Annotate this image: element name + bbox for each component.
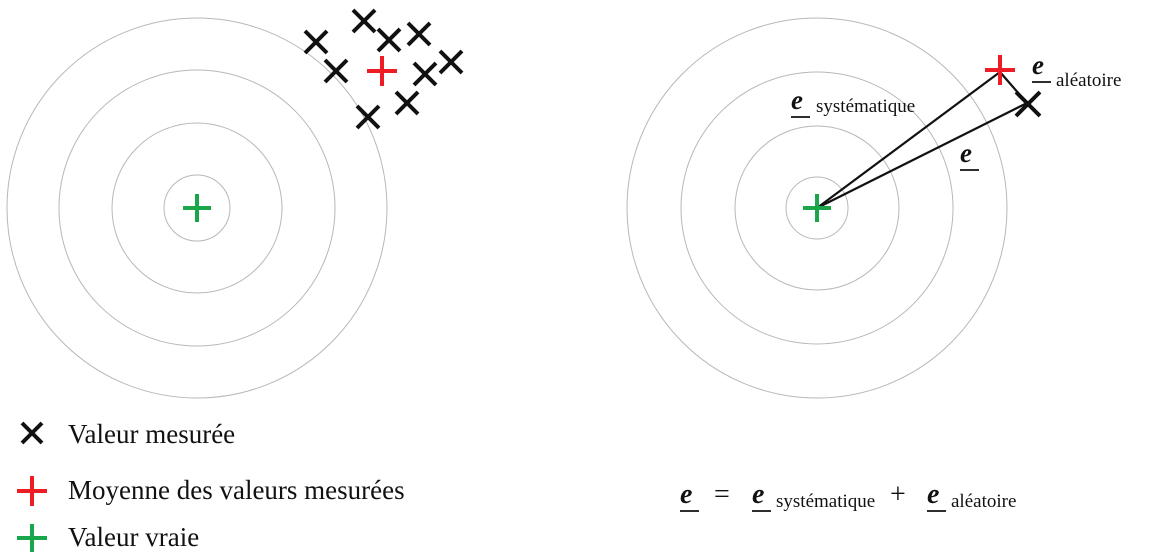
right-ring-2	[734, 125, 900, 291]
legend-item-true: Valeur vraie	[17, 522, 199, 552]
right-ring-3	[680, 71, 954, 345]
red-plus-icon	[17, 476, 47, 506]
left-ring-2	[111, 122, 283, 294]
svg-text:e: e	[960, 138, 972, 168]
left-mean-icon	[367, 56, 397, 86]
equation-equals: =	[714, 479, 730, 510]
x-mark-icon	[355, 104, 381, 130]
equation-term2: e	[927, 479, 939, 510]
legend-label-mean: Moyenne des valeurs mesurées	[68, 475, 405, 505]
x-mark-icon	[412, 61, 438, 87]
x-mark-icon	[323, 58, 349, 84]
svg-text:systématique: systématique	[816, 96, 915, 117]
right-ring-4	[626, 17, 1008, 399]
equation-lhs: e	[680, 479, 692, 510]
left-true-value-icon	[183, 194, 211, 222]
equation-plus: +	[890, 479, 906, 510]
x-mark-icon	[20, 421, 44, 445]
equation: e = e systématique + e aléatoire	[680, 479, 1016, 512]
x-mark-icon	[394, 90, 420, 116]
x-mark-icon	[438, 49, 464, 75]
legend-label-measured: Valeur mesurée	[68, 419, 235, 449]
svg-text:e: e	[1032, 50, 1044, 80]
x-mark-icon	[303, 29, 329, 55]
error-vectors	[816, 71, 1028, 209]
label-e-systematic: e systématique	[791, 85, 915, 118]
right-target-rings	[626, 17, 1008, 399]
equation-term2-sub: aléatoire	[951, 491, 1016, 512]
legend: Valeur mesurée Moyenne des valeurs mesur…	[17, 419, 405, 552]
label-e-total: e	[960, 138, 979, 171]
right-target: e systématique e aléatoire e	[626, 17, 1121, 399]
left-ring-1	[163, 174, 231, 242]
left-measured-points	[303, 8, 464, 130]
systematic-error-vector	[816, 71, 1001, 209]
green-plus-icon	[17, 524, 47, 552]
x-mark-icon	[406, 21, 432, 47]
svg-text:e: e	[791, 85, 803, 115]
right-mean-icon	[985, 55, 1015, 85]
left-target	[6, 8, 464, 399]
legend-label-true: Valeur vraie	[68, 522, 199, 552]
label-e-random: e aléatoire	[1032, 50, 1121, 91]
legend-item-measured: Valeur mesurée	[20, 419, 235, 449]
right-true-value-icon	[803, 194, 831, 222]
x-mark-icon	[351, 8, 377, 34]
equation-term1: e	[752, 479, 764, 510]
left-ring-4	[6, 17, 388, 399]
legend-item-mean: Moyenne des valeurs mesurées	[17, 475, 405, 506]
left-ring-3	[58, 69, 336, 347]
left-target-rings	[6, 17, 388, 399]
total-error-vector	[816, 102, 1028, 209]
svg-text:aléatoire: aléatoire	[1056, 70, 1121, 91]
x-mark-icon	[376, 27, 402, 53]
equation-term1-sub: systématique	[776, 491, 875, 512]
right-measured-icon	[1014, 90, 1042, 118]
right-ring-1	[785, 176, 849, 240]
